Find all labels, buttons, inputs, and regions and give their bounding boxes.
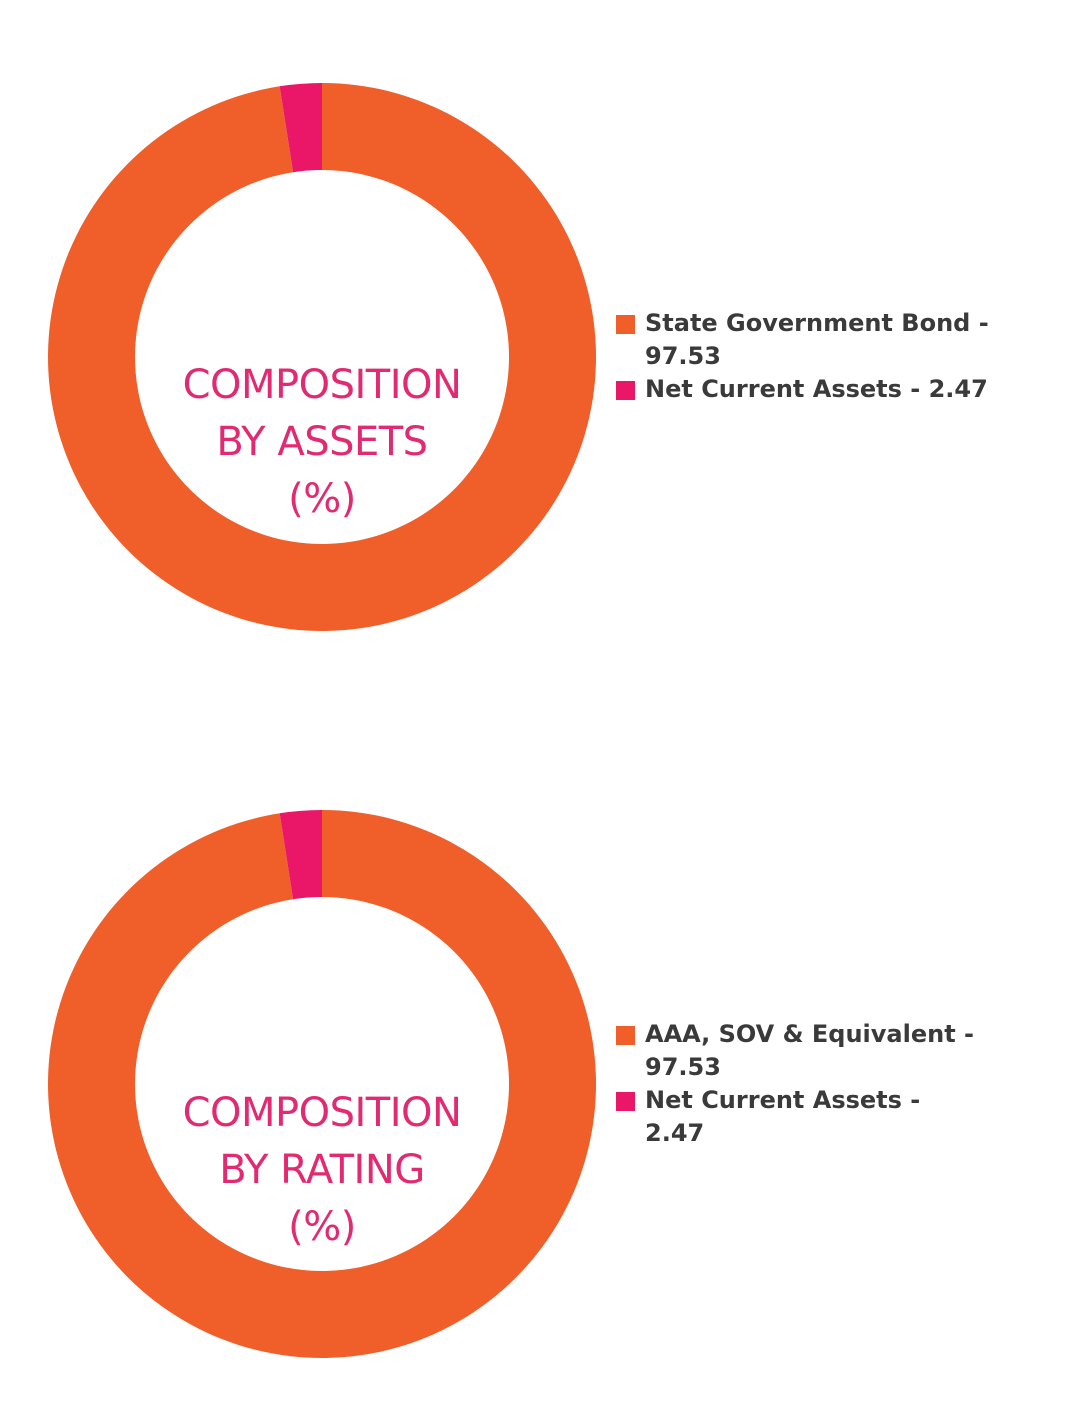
legend-item-state-government-bond: State Government Bond - 97.53 (616, 307, 1016, 373)
legend-item-aaa-sov-equivalent: AAA, SOV & Equivalent - 97.53 (616, 1018, 976, 1084)
rating-center-title: COMPOSITION BY RATING (%) (122, 1085, 522, 1256)
composition-by-rating-chart: COMPOSITION BY RATING (%) AAA, SOV & Equ… (0, 700, 1084, 1405)
rating-slice-1 (48, 810, 597, 1358)
assets-legend: State Government Bond - 97.53 Net Curren… (616, 307, 1016, 406)
legend-swatch-net-current-assets-rating (616, 1092, 635, 1111)
assets-donut (48, 83, 596, 631)
rating-center-title-line-3: (%) (288, 1204, 356, 1250)
legend-swatch-state-government-bond (616, 315, 635, 334)
assets-slice-2 (279, 83, 322, 173)
legend-label-aaa-sov-equivalent: AAA, SOV & Equivalent - 97.53 (645, 1020, 975, 1081)
legend-label-net-current-assets: Net Current Assets - 2.47 (645, 375, 988, 403)
rating-center-title-line-1: COMPOSITION (182, 1090, 462, 1136)
rating-slice-2 (279, 810, 322, 900)
legend-item-net-current-assets-rating: Net Current Assets - 2.47 (616, 1084, 976, 1150)
legend-swatch-net-current-assets (616, 381, 635, 400)
legend-label-state-government-bond: State Government Bond - 97.53 (645, 309, 989, 370)
assets-slice-1 (48, 83, 596, 631)
composition-by-assets-chart: COMPOSITION BY ASSETS (%) State Governme… (0, 0, 1084, 700)
assets-center-title-line-2: BY ASSETS (216, 419, 428, 465)
legend-swatch-aaa-sov-equivalent (616, 1026, 635, 1045)
assets-center-title: COMPOSITION BY ASSETS (%) (122, 357, 522, 528)
rating-center-title-line-2: BY RATING (219, 1147, 425, 1193)
legend-label-net-current-assets-rating: Net Current Assets - 2.47 (645, 1086, 921, 1147)
rating-legend: AAA, SOV & Equivalent - 97.53 Net Curren… (616, 1018, 976, 1150)
assets-center-title-line-3: (%) (288, 476, 356, 522)
legend-item-net-current-assets: Net Current Assets - 2.47 (616, 373, 1016, 406)
rating-donut (48, 810, 597, 1358)
assets-center-title-line-1: COMPOSITION (182, 362, 462, 408)
